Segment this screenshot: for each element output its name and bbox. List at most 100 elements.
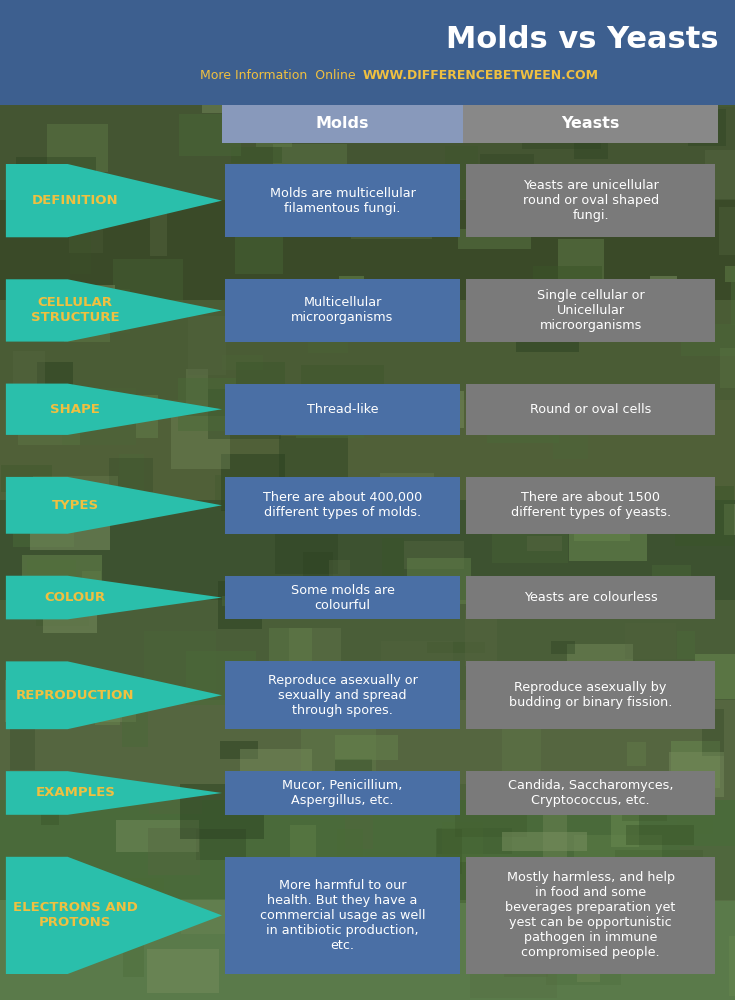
Text: CELLULAR
STRUCTURE: CELLULAR STRUCTURE [31, 296, 120, 324]
Text: Some molds are
colourful: Some molds are colourful [290, 584, 395, 612]
FancyBboxPatch shape [62, 388, 136, 445]
Text: COLOUR: COLOUR [45, 591, 106, 604]
FancyBboxPatch shape [406, 30, 478, 64]
FancyBboxPatch shape [378, 113, 427, 142]
FancyBboxPatch shape [381, 641, 453, 684]
FancyBboxPatch shape [234, 895, 251, 922]
FancyBboxPatch shape [480, 154, 534, 196]
FancyBboxPatch shape [225, 661, 460, 729]
FancyBboxPatch shape [390, 283, 428, 340]
FancyBboxPatch shape [695, 654, 735, 699]
FancyBboxPatch shape [308, 323, 348, 353]
FancyBboxPatch shape [133, 725, 166, 763]
FancyBboxPatch shape [237, 362, 285, 392]
FancyBboxPatch shape [625, 825, 695, 845]
FancyBboxPatch shape [669, 752, 724, 797]
FancyBboxPatch shape [234, 180, 293, 201]
FancyBboxPatch shape [1, 465, 51, 492]
FancyBboxPatch shape [225, 857, 460, 974]
FancyBboxPatch shape [225, 279, 460, 342]
FancyBboxPatch shape [0, 300, 735, 400]
FancyBboxPatch shape [202, 99, 231, 113]
FancyBboxPatch shape [569, 84, 638, 135]
FancyBboxPatch shape [492, 518, 568, 563]
Text: DEFINITION: DEFINITION [32, 194, 118, 207]
FancyBboxPatch shape [296, 403, 364, 438]
FancyBboxPatch shape [455, 784, 526, 837]
FancyBboxPatch shape [95, 701, 120, 725]
FancyBboxPatch shape [466, 384, 715, 435]
FancyBboxPatch shape [589, 27, 660, 72]
FancyBboxPatch shape [611, 807, 639, 847]
FancyBboxPatch shape [707, 68, 735, 91]
FancyBboxPatch shape [404, 541, 465, 569]
FancyBboxPatch shape [215, 475, 273, 510]
FancyBboxPatch shape [107, 878, 164, 897]
Text: Yeasts are unicellular
round or oval shaped
fungi.: Yeasts are unicellular round or oval sha… [523, 179, 659, 222]
FancyBboxPatch shape [516, 326, 578, 352]
FancyBboxPatch shape [466, 279, 715, 342]
FancyBboxPatch shape [407, 781, 441, 792]
FancyBboxPatch shape [152, 4, 176, 58]
Text: Reproduce asexually or
sexually and spread
through spores.: Reproduce asexually or sexually and spre… [268, 674, 417, 717]
FancyBboxPatch shape [279, 436, 348, 483]
FancyBboxPatch shape [411, 664, 428, 696]
Text: ELECTRONS AND
PROTONS: ELECTRONS AND PROTONS [13, 901, 137, 929]
FancyBboxPatch shape [256, 107, 293, 147]
FancyBboxPatch shape [724, 4, 735, 18]
Text: Thread-like: Thread-like [306, 403, 379, 416]
FancyBboxPatch shape [680, 846, 735, 901]
FancyBboxPatch shape [0, 800, 735, 900]
Polygon shape [6, 384, 222, 435]
FancyBboxPatch shape [466, 576, 715, 619]
FancyBboxPatch shape [16, 157, 96, 174]
Text: Molds: Molds [316, 116, 369, 131]
FancyBboxPatch shape [481, 6, 568, 30]
FancyBboxPatch shape [337, 829, 362, 871]
FancyBboxPatch shape [274, 908, 297, 951]
FancyBboxPatch shape [69, 196, 104, 253]
FancyBboxPatch shape [576, 883, 625, 917]
FancyBboxPatch shape [346, 393, 417, 435]
FancyBboxPatch shape [301, 365, 384, 398]
FancyBboxPatch shape [575, 87, 598, 133]
FancyBboxPatch shape [47, 124, 108, 172]
FancyBboxPatch shape [437, 828, 512, 854]
Text: There are about 1500
different types of yeasts.: There are about 1500 different types of … [511, 491, 670, 519]
FancyBboxPatch shape [553, 404, 588, 459]
FancyBboxPatch shape [18, 47, 66, 73]
FancyBboxPatch shape [136, 395, 158, 438]
FancyBboxPatch shape [502, 832, 587, 851]
FancyBboxPatch shape [420, 500, 454, 527]
FancyBboxPatch shape [714, 87, 735, 107]
FancyBboxPatch shape [382, 538, 404, 592]
FancyBboxPatch shape [339, 276, 365, 288]
FancyBboxPatch shape [303, 552, 334, 591]
FancyBboxPatch shape [614, 0, 670, 11]
FancyBboxPatch shape [337, 177, 398, 216]
FancyBboxPatch shape [93, 66, 173, 103]
FancyBboxPatch shape [0, 200, 735, 300]
FancyBboxPatch shape [182, 713, 251, 763]
FancyBboxPatch shape [148, 781, 201, 814]
FancyBboxPatch shape [0, 600, 735, 700]
FancyBboxPatch shape [222, 596, 268, 606]
FancyBboxPatch shape [407, 558, 471, 604]
FancyBboxPatch shape [503, 923, 548, 977]
FancyBboxPatch shape [567, 644, 633, 689]
FancyBboxPatch shape [470, 974, 557, 998]
FancyBboxPatch shape [612, 171, 655, 195]
Text: EXAMPLES: EXAMPLES [35, 786, 115, 799]
FancyBboxPatch shape [79, 72, 111, 84]
Text: SHAPE: SHAPE [51, 403, 100, 416]
FancyBboxPatch shape [379, 726, 462, 744]
Text: Mostly harmless, and help
in food and some
beverages preparation yet
yest can be: Mostly harmless, and help in food and so… [506, 871, 675, 959]
Text: Yeasts are colourless: Yeasts are colourless [524, 591, 657, 604]
FancyBboxPatch shape [677, 631, 695, 659]
FancyBboxPatch shape [569, 516, 647, 561]
FancyBboxPatch shape [43, 606, 97, 633]
FancyBboxPatch shape [113, 259, 183, 317]
FancyBboxPatch shape [318, 949, 404, 964]
FancyBboxPatch shape [677, 817, 712, 834]
FancyBboxPatch shape [427, 642, 485, 653]
